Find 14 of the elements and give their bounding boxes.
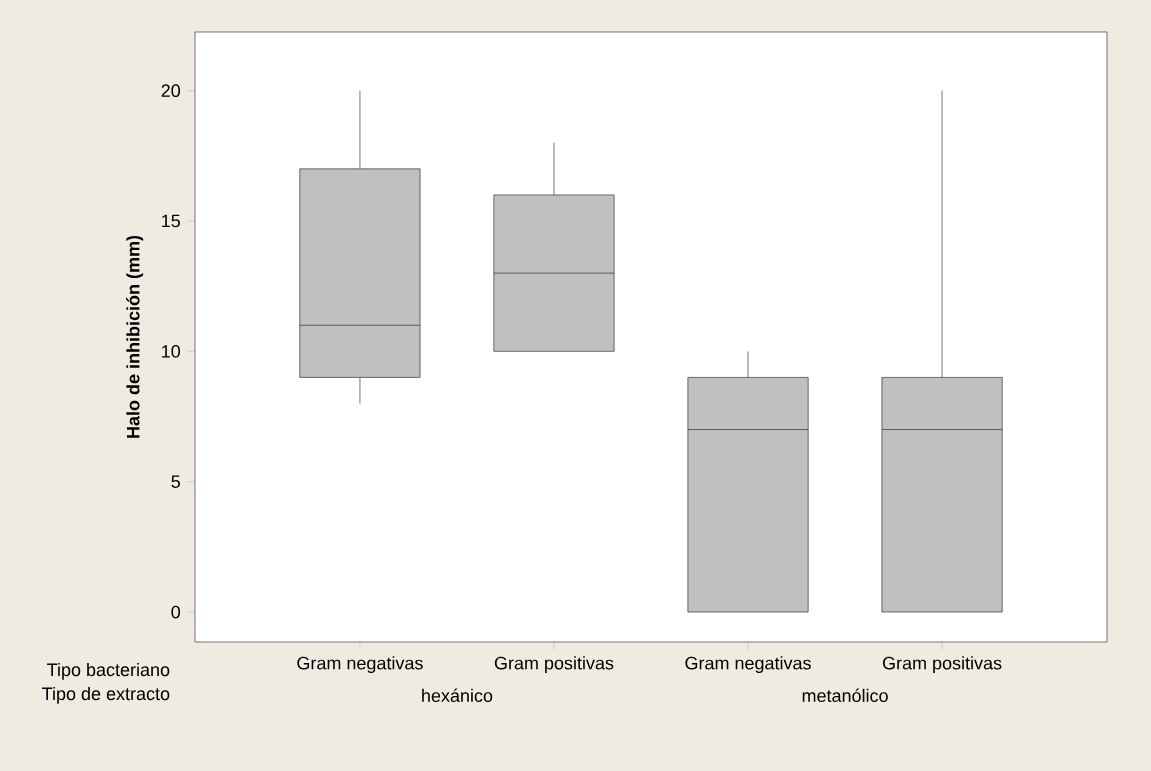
- y-tick-label: 10: [162, 344, 181, 358]
- x-tick-label: Gram negativas: [297, 656, 423, 674]
- x-tick-label: Gram positivas: [882, 656, 1002, 674]
- x-tick-label: Gram negativas: [685, 656, 811, 674]
- y-tick-label: 15: [162, 214, 180, 228]
- text: Tipo bacteriano: [47, 662, 170, 680]
- y-tick-label: 0: [171, 605, 181, 619]
- text: hexánico: [422, 688, 493, 703]
- y-tick-label: 20: [161, 84, 181, 98]
- y-tick-label: 5: [171, 475, 180, 488]
- text: metanólico: [802, 688, 888, 703]
- y-axis-title: Halo de inhibición (mm): [126, 235, 144, 438]
- text: Tipo de extracto: [42, 686, 170, 704]
- x-tick-label: Gram positivas: [494, 656, 614, 674]
